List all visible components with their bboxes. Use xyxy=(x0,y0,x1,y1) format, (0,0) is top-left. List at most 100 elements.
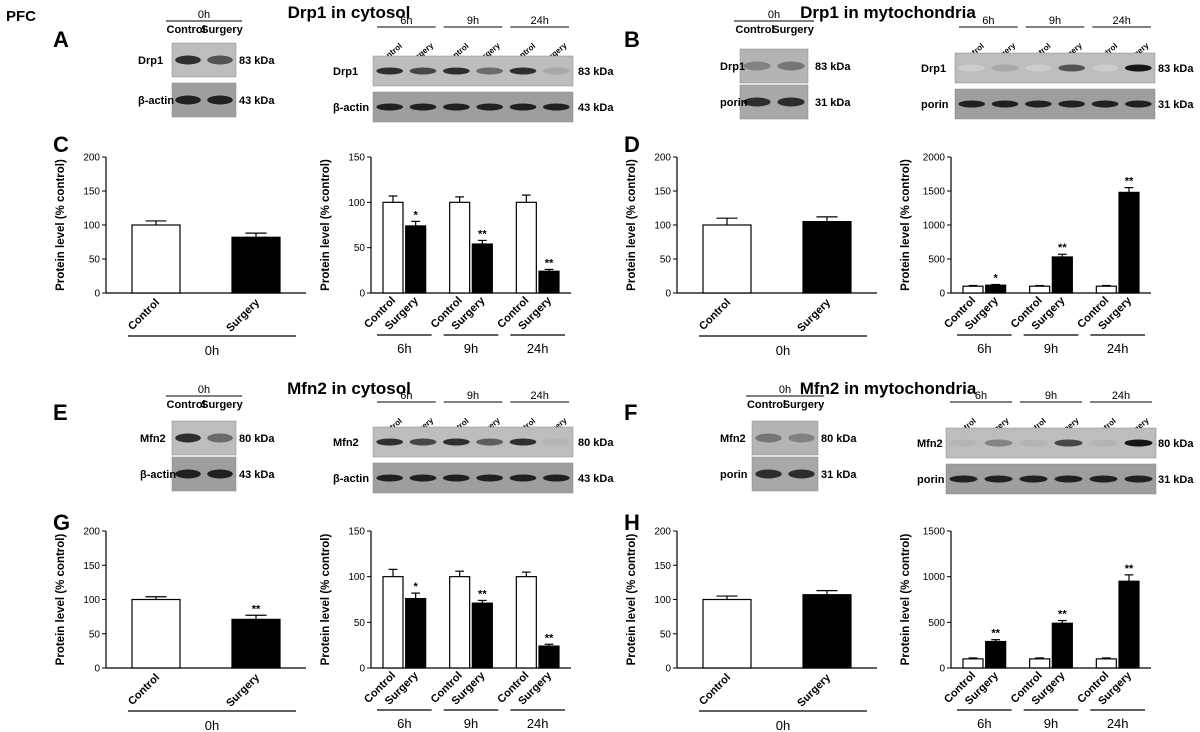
y-tick-label: 150 xyxy=(348,153,365,164)
x-category-label: Surgery xyxy=(795,671,834,710)
group-label: 24h xyxy=(1107,716,1129,731)
blot-band xyxy=(1091,64,1119,72)
bar-6h-surgery xyxy=(405,597,427,669)
lane-label-control: Control xyxy=(747,399,786,411)
loading-strip xyxy=(372,91,574,123)
bar-6h-control xyxy=(382,576,404,669)
loading-strip xyxy=(372,462,574,494)
y-axis-label: Protein level (% control) xyxy=(626,159,638,291)
panel-letter-C: C xyxy=(53,132,69,157)
lane-label-control: Control xyxy=(735,24,774,36)
kda-label: 80 kDa xyxy=(1158,438,1194,450)
blot-band xyxy=(443,67,470,75)
panel-letter-A: A xyxy=(53,27,69,52)
blot-band xyxy=(743,97,771,107)
bar-24h-surgery xyxy=(538,270,560,294)
blot-band xyxy=(1091,100,1119,108)
blot-band xyxy=(1089,475,1118,483)
loading-control-label: porin xyxy=(720,469,748,481)
y-tick-label: 0 xyxy=(94,664,100,675)
blot-band xyxy=(207,469,233,479)
blot-band xyxy=(476,103,503,111)
bar-9h-surgery xyxy=(471,602,493,669)
group-label: 24h xyxy=(527,341,549,356)
x-category-label: Surgery xyxy=(224,671,263,710)
y-axis-label: Protein level (% control) xyxy=(900,159,912,291)
bar-0h-control xyxy=(702,224,752,294)
y-tick-label: 0 xyxy=(665,289,671,300)
significance-label: * xyxy=(414,581,419,593)
y-tick-label: 0 xyxy=(94,289,100,300)
blot-band xyxy=(476,438,503,446)
blot-band xyxy=(1054,475,1083,483)
bar-9h-surgery xyxy=(471,243,493,294)
protein-label: Mfn2 xyxy=(720,433,746,445)
y-tick-label: 150 xyxy=(83,187,100,198)
bar-9h-control xyxy=(449,201,471,294)
kda-label: 80 kDa xyxy=(821,433,857,445)
kda-label: 43 kDa xyxy=(239,95,275,107)
blot-panel-F-time: 6hControlSurgery9hControlSurgery24hContr… xyxy=(917,390,1194,495)
loading-control-label: β-actin xyxy=(333,102,369,114)
blot-band xyxy=(1124,439,1153,447)
time-label: 6h xyxy=(975,390,987,402)
blot-band xyxy=(376,438,403,446)
loading-control-label: β-actin xyxy=(140,469,176,481)
group-label: 24h xyxy=(527,716,549,731)
y-tick-label: 0 xyxy=(939,289,945,300)
time-label: 9h xyxy=(1045,390,1057,402)
y-tick-label: 50 xyxy=(660,629,672,640)
x-category-label: Surgery xyxy=(795,296,834,335)
loading-control-label: porin xyxy=(917,474,945,486)
kda-label: 83 kDa xyxy=(1158,63,1194,75)
kda-label: 80 kDa xyxy=(578,437,614,449)
blot-band xyxy=(1054,439,1083,447)
x-category-label: Control xyxy=(126,672,162,708)
blot-band xyxy=(958,100,986,108)
blot-band xyxy=(777,97,805,107)
y-tick-label: 100 xyxy=(654,595,671,606)
time-label: 24h xyxy=(530,390,548,402)
group-label: 0h xyxy=(205,718,219,732)
protein-label: Drp1 xyxy=(138,55,163,67)
blot-band xyxy=(743,61,771,71)
blot-band xyxy=(1019,475,1048,483)
blot-band xyxy=(1125,100,1152,108)
panel-letter-D: D xyxy=(624,132,640,157)
protein-strip xyxy=(954,52,1156,84)
significance-label: ** xyxy=(1058,609,1067,621)
y-tick-label: 1500 xyxy=(923,527,946,538)
kda-label: 31 kDa xyxy=(821,469,857,481)
bar-0h-surgery xyxy=(802,221,852,294)
time-label: 24h xyxy=(1112,15,1130,27)
blot-band xyxy=(376,67,403,75)
time-label: 0h xyxy=(768,9,780,21)
blot-band xyxy=(543,474,570,482)
blot-band xyxy=(509,67,537,75)
blot-band xyxy=(476,474,503,482)
y-axis-label: Protein level (% control) xyxy=(320,159,332,291)
y-tick-label: 200 xyxy=(83,527,100,538)
protein-label: Mfn2 xyxy=(333,437,359,449)
time-label: 24h xyxy=(1112,390,1130,402)
bar-6h-control xyxy=(382,201,404,294)
blot-panel-E-time: 6hControlSurgery9hControlSurgery24hContr… xyxy=(333,390,614,494)
lane-label-surgery: Surgery xyxy=(772,24,814,36)
blot-band xyxy=(443,103,470,111)
bar-24h-control xyxy=(515,576,537,669)
blot-band xyxy=(1025,64,1052,72)
blot-band xyxy=(409,474,437,482)
y-tick-label: 1500 xyxy=(923,187,946,198)
x-category-label: Control xyxy=(697,672,733,708)
blot-band xyxy=(509,103,537,111)
y-axis-label: Protein level (% control) xyxy=(55,534,67,666)
blot-band xyxy=(175,55,201,65)
section-title-drp1-mito: Drp1 in mytochondria xyxy=(800,3,976,22)
blot-band xyxy=(1025,100,1052,108)
loading-control-label: β-actin xyxy=(333,473,369,485)
y-tick-label: 100 xyxy=(83,595,100,606)
bar-9h-control xyxy=(1029,658,1051,669)
